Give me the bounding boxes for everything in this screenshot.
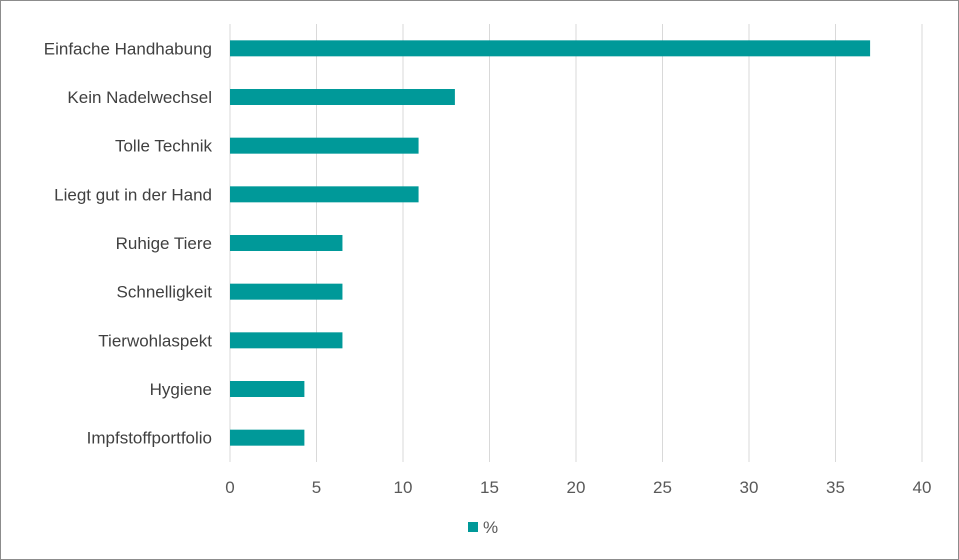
x-tick-label: 40 — [913, 478, 932, 497]
bar — [230, 40, 871, 57]
bar — [230, 381, 305, 397]
x-tick-label: 5 — [312, 478, 321, 497]
bar — [230, 186, 419, 203]
x-tick-label: 25 — [653, 478, 672, 497]
legend: % — [468, 518, 498, 537]
bar — [230, 137, 419, 154]
category-label: Hygiene — [150, 380, 212, 399]
bar — [230, 89, 455, 105]
bar — [230, 429, 305, 446]
bar — [230, 283, 343, 300]
x-tick-label: 20 — [567, 478, 586, 497]
category-label: Ruhige Tiere — [116, 234, 212, 253]
bar — [230, 332, 343, 349]
x-tick-label: 0 — [225, 478, 234, 497]
category-label: Schnelligkeit — [117, 283, 213, 302]
category-label: Einfache Handhabung — [44, 39, 212, 58]
legend-label: % — [483, 518, 498, 537]
category-label: Impfstoffportfolio — [87, 429, 212, 448]
category-labels: Einfache Handhabung Kein Nadelwechsel Toll… — [44, 39, 213, 447]
x-tick-label: 10 — [394, 478, 413, 497]
category-label: Kein Nadelwechsel — [67, 88, 212, 107]
x-tick-label: 15 — [480, 478, 499, 497]
category-label: Tolle Technik — [115, 137, 213, 156]
bar — [230, 235, 343, 251]
x-tick-label: 30 — [740, 478, 759, 497]
category-label: Tierwohlaspekt — [98, 331, 212, 350]
bars — [230, 40, 871, 446]
category-label: Liegt gut in der Hand — [54, 185, 212, 204]
x-tick-label: 35 — [826, 478, 845, 497]
legend-swatch — [468, 522, 478, 532]
x-tick-labels: 0 5 10 15 20 25 30 35 40 — [225, 478, 931, 497]
